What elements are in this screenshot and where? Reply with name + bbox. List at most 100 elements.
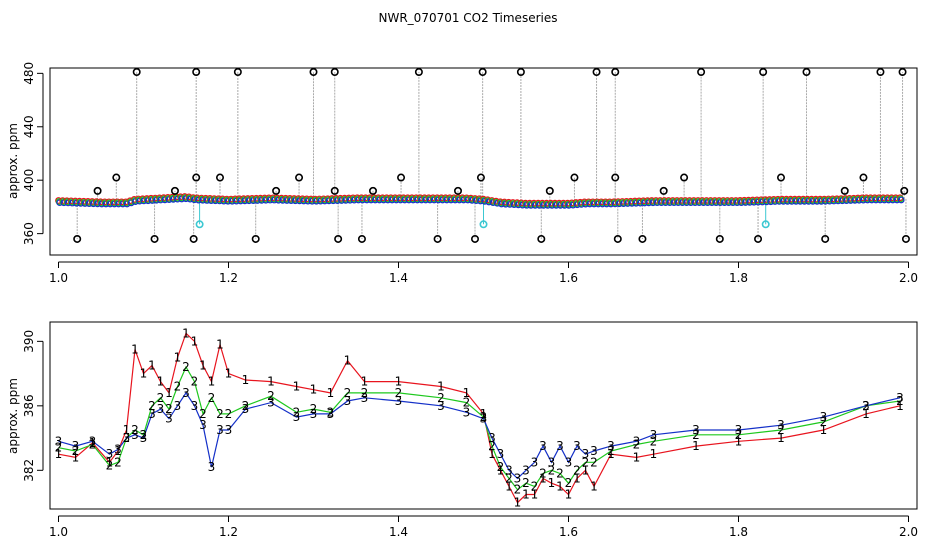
bottom-series-3-marker: 3 <box>140 431 148 445</box>
top-spike-point <box>715 234 724 243</box>
bottom-series-3-marker: 3 <box>573 439 581 453</box>
bottom-series-2-marker: 2 <box>437 391 445 405</box>
bottom-series-2-marker: 2 <box>165 402 173 416</box>
top-spike-point <box>251 234 260 243</box>
bottom-series-2-marker: 2 <box>531 479 539 493</box>
top-spike-point <box>680 173 689 182</box>
bottom-series-1-marker: 1 <box>488 447 496 461</box>
bottom-series-3-marker: 3 <box>293 410 301 424</box>
bottom-series-2-marker: 2 <box>633 438 641 452</box>
bottom-x-tick-label: 1.0 <box>49 525 68 539</box>
top-spike-point <box>414 68 423 77</box>
bottom-series-2-marker: 2 <box>692 428 700 442</box>
bottom-series-2-marker: 2 <box>497 460 505 474</box>
bottom-series-1-marker: 1 <box>777 431 785 445</box>
bottom-series-3-marker: 3 <box>327 407 335 421</box>
bottom-series-3-marker: 3 <box>565 455 573 469</box>
top-spike-point <box>192 68 201 77</box>
bottom-series-1-marker: 1 <box>556 479 564 493</box>
bottom-series-2-marker: 2 <box>548 463 556 477</box>
top-spike-point <box>192 173 201 182</box>
bottom-series-3-marker: 3 <box>123 431 131 445</box>
bottom-series-1-marker: 1 <box>361 375 369 389</box>
bottom-series-1-marker: 1 <box>157 375 165 389</box>
bottom-series-1-marker: 1 <box>216 338 224 352</box>
bottom-series-2-marker: 2 <box>573 463 581 477</box>
top-spike-point <box>592 68 601 77</box>
top-spike-point <box>697 68 706 77</box>
top-spike-point <box>478 68 487 77</box>
bottom-series-2-marker: 2 <box>565 476 573 490</box>
bottom-series-3-marker: 3 <box>514 471 522 485</box>
top-spike-point <box>898 68 907 77</box>
bottom-series-2-marker: 2 <box>650 434 658 448</box>
bottom-series-3-marker: 3 <box>182 386 190 400</box>
top-spike-point <box>759 68 768 77</box>
bottom-series-1-marker: 1 <box>820 423 828 437</box>
bottom-series-3-marker: 3 <box>497 447 505 461</box>
top-spike-point <box>150 234 159 243</box>
bottom-series-2-marker: 2 <box>735 428 743 442</box>
bottom-series-1-marker: 1 <box>582 463 590 477</box>
bottom-series-2-marker: 2 <box>488 439 496 453</box>
bottom-series-2-marker: 2 <box>896 394 904 408</box>
top-flag-point <box>761 220 770 229</box>
bottom-series-3-marker: 3 <box>267 396 275 410</box>
bottom-x-tick-label: 1.6 <box>559 525 578 539</box>
bottom-series-2-marker: 2 <box>777 423 785 437</box>
bottom-series-1-marker: 1 <box>182 326 190 340</box>
top-spike-point <box>93 186 102 195</box>
top-spike-point <box>295 173 304 182</box>
top-spike-point <box>334 234 343 243</box>
bottom-series-1-marker: 1 <box>242 373 250 387</box>
top-x-tick-label: 2.0 <box>899 271 918 285</box>
bottom-series-2-marker: 2 <box>157 391 165 405</box>
bottom-series-3-marker: 3 <box>216 423 224 437</box>
top-spike-point <box>638 234 647 243</box>
bottom-series-1-marker: 1 <box>89 436 97 450</box>
bottom-series-3-marker: 3 <box>463 405 471 419</box>
bottom-series-2-line <box>58 365 901 491</box>
top-panel: 1.0 1.2 1.4 1.6 1.8 2.0 360 400 440 480 approx. … <box>6 62 918 285</box>
bottom-series-1-marker: 1 <box>114 444 122 458</box>
bottom-series-2-marker: 2 <box>556 467 564 481</box>
top-spike-point <box>776 173 785 182</box>
bottom-series-3-marker: 3 <box>862 399 870 413</box>
top-spike-point <box>330 186 339 195</box>
bottom-series-2-marker: 2 <box>182 360 190 374</box>
bottom-x-axis: 1.0 1.2 1.4 1.6 1.8 2.0 <box>49 515 918 539</box>
bottom-series-3-marker: 3 <box>89 434 97 448</box>
bottom-series-3-marker: 3 <box>539 439 547 453</box>
top-spike-point <box>611 173 620 182</box>
top-spike-point <box>433 234 442 243</box>
bottom-series-2-marker: 2 <box>463 396 471 410</box>
bottom-series-1-marker: 1 <box>437 379 445 393</box>
bottom-series-1-marker: 1 <box>505 479 513 493</box>
bottom-series-1-line <box>58 332 901 504</box>
bottom-series-1-marker: 1 <box>293 379 301 393</box>
top-spike-point <box>233 68 242 77</box>
bottom-series-1-marker: 1 <box>55 447 63 461</box>
top-spike-points <box>73 68 910 243</box>
top-spike-point <box>368 186 377 195</box>
bottom-series-3-marker: 3 <box>437 399 445 413</box>
bottom-series-1-marker: 1 <box>573 471 581 485</box>
top-flag-points <box>195 220 770 229</box>
bottom-series-1-marker: 1 <box>199 359 207 373</box>
bottom-series-1-marker: 1 <box>123 423 131 437</box>
top-spike-point <box>189 234 198 243</box>
bottom-series-2-marker: 2 <box>131 423 139 437</box>
bottom-series-2-marker: 2 <box>607 444 615 458</box>
top-spike-point <box>216 173 225 182</box>
bottom-x-tick-label: 1.8 <box>729 525 748 539</box>
bottom-series-2-marker: 2 <box>344 386 352 400</box>
bottom-series-1-marker: 1 <box>480 407 488 421</box>
bottom-series-3-marker: 3 <box>114 442 122 456</box>
top-y-axis-title: approx. ppm <box>6 123 20 199</box>
bottom-series-1-marker: 1 <box>174 350 182 364</box>
bottom-series-1-marker: 1 <box>463 386 471 400</box>
bottom-series-3-marker: 3 <box>633 434 641 448</box>
top-x-axis: 1.0 1.2 1.4 1.6 1.8 2.0 <box>49 261 918 285</box>
bottom-series-1-marker: 1 <box>131 342 139 356</box>
bottom-series-3-marker: 3 <box>582 447 590 461</box>
